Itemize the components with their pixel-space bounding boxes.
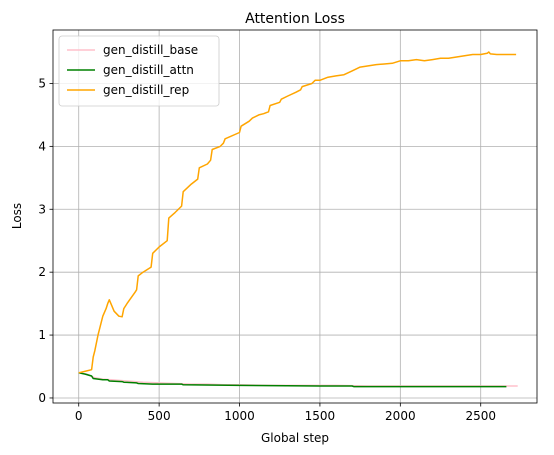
legend-label-gen_distill_rep: gen_distill_rep: [103, 83, 189, 97]
y-tick-label: 1: [38, 328, 46, 342]
x-axis-label: Global step: [261, 431, 329, 445]
y-tick-label: 4: [38, 139, 46, 153]
x-tick-label: 2500: [465, 409, 496, 423]
x-tick-label: 1500: [305, 409, 336, 423]
legend: gen_distill_base gen_distill_attn gen_dist…: [58, 35, 220, 107]
x-tick-label: 500: [148, 409, 171, 423]
legend-box: [58, 35, 220, 107]
y-tick-label: 5: [38, 76, 46, 90]
series-line-gen_distill_rep: [78, 51, 517, 374]
series-layer: [78, 51, 518, 388]
x-tick-label: 0: [75, 409, 83, 423]
y-tick-label: 0: [38, 391, 46, 405]
legend-label-gen_distill_attn: gen_distill_attn: [103, 63, 194, 77]
grid: [53, 30, 537, 403]
chart-title: Attention Loss: [245, 11, 345, 27]
plot-frame: [52, 29, 538, 404]
x-tick-label: 2000: [385, 409, 416, 423]
series-line-gen_distill_attn: [78, 372, 507, 388]
x-tick-label: 1000: [224, 409, 255, 423]
y-tick-label: 2: [38, 265, 46, 279]
legend-label-gen_distill_base: gen_distill_base: [103, 43, 198, 57]
ticks: 0 500 1000 1500 2000 2500 0 1 2 3 4 5: [38, 76, 496, 423]
y-axis-label: Loss: [10, 203, 24, 229]
y-tick-label: 3: [38, 202, 46, 216]
